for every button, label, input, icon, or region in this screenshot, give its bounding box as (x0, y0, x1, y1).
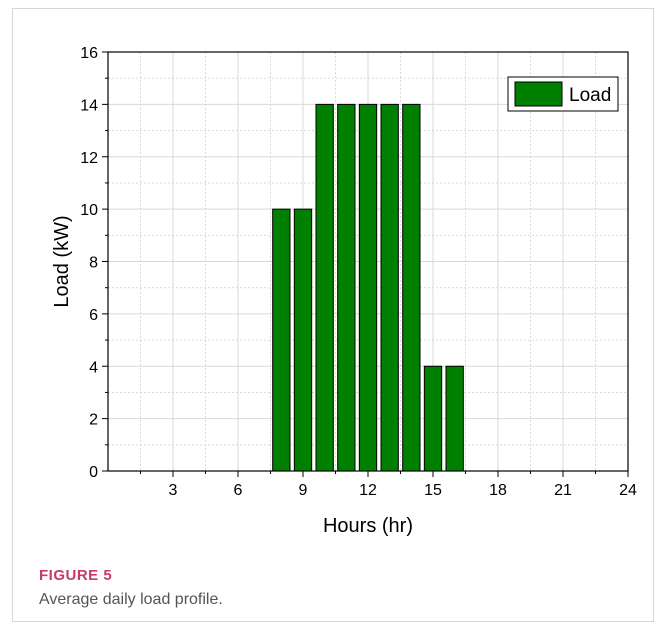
x-tick-label: 12 (359, 482, 377, 499)
x-tick-label: 6 (234, 482, 243, 499)
bar (423, 365, 443, 472)
bar (358, 103, 378, 472)
y-tick-label: 2 (89, 412, 98, 429)
legend-label: Load (569, 85, 611, 106)
bar (380, 103, 399, 472)
x-tick-label: 21 (554, 482, 572, 499)
y-tick-label: 14 (80, 97, 98, 114)
x-tick-label: 15 (424, 482, 442, 499)
bar (402, 103, 421, 472)
bar (337, 103, 356, 472)
x-tick-label: 18 (489, 482, 507, 499)
y-tick-label: 4 (89, 359, 98, 376)
bar (272, 208, 291, 472)
x-axis-title: Hours (hr) (323, 515, 413, 537)
bar (315, 103, 334, 472)
y-axis-title: Load (kW) (51, 215, 73, 307)
x-tick-label: 3 (169, 482, 178, 499)
x-tick-label: 9 (299, 482, 308, 499)
y-tick-label: 16 (80, 45, 98, 62)
bar (293, 208, 313, 472)
bars (272, 103, 464, 472)
y-tick-label: 6 (89, 307, 98, 324)
legend: Load (507, 76, 619, 112)
y-tick-label: 12 (80, 150, 98, 167)
legend-swatch (514, 81, 563, 107)
y-tick-label: 0 (89, 464, 98, 481)
y-tick-label: 10 (80, 202, 98, 219)
figure-caption: Average daily load profile. (39, 591, 223, 608)
bar (445, 365, 464, 472)
y-tick-label: 8 (89, 255, 98, 272)
x-tick-label: 24 (619, 482, 637, 499)
figure-label: FIGURE 5 (39, 567, 113, 584)
